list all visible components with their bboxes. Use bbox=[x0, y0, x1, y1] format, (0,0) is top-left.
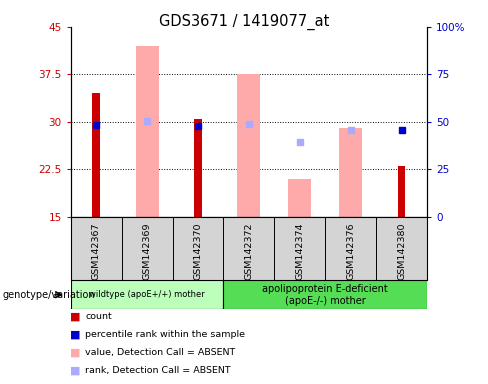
Bar bbox=[398, 166, 406, 217]
Text: rank, Detection Call = ABSENT: rank, Detection Call = ABSENT bbox=[85, 366, 231, 376]
Text: GDS3671 / 1419077_at: GDS3671 / 1419077_at bbox=[159, 13, 329, 30]
Text: ■: ■ bbox=[70, 348, 81, 358]
Bar bbox=[238, 74, 260, 217]
Text: GSM142369: GSM142369 bbox=[142, 222, 152, 280]
Bar bbox=[288, 179, 311, 217]
Text: GSM142372: GSM142372 bbox=[244, 222, 253, 280]
Text: GSM142374: GSM142374 bbox=[295, 222, 305, 280]
Text: GSM142370: GSM142370 bbox=[193, 222, 203, 280]
Text: percentile rank within the sample: percentile rank within the sample bbox=[85, 330, 245, 339]
Text: value, Detection Call = ABSENT: value, Detection Call = ABSENT bbox=[85, 348, 236, 358]
Text: ■: ■ bbox=[70, 312, 81, 322]
Bar bbox=[136, 46, 159, 217]
Text: GSM142376: GSM142376 bbox=[346, 222, 355, 280]
Bar bbox=[224, 280, 427, 309]
Text: ■: ■ bbox=[70, 330, 81, 340]
Text: ■: ■ bbox=[70, 366, 81, 376]
Text: count: count bbox=[85, 312, 112, 321]
Bar bbox=[194, 119, 202, 217]
Text: genotype/variation: genotype/variation bbox=[2, 290, 95, 300]
Text: GSM142367: GSM142367 bbox=[92, 222, 101, 280]
Text: apolipoprotein E-deficient
(apoE-/-) mother: apolipoprotein E-deficient (apoE-/-) mot… bbox=[263, 283, 388, 306]
Bar bbox=[339, 128, 362, 217]
Bar bbox=[71, 280, 224, 309]
Text: wildtype (apoE+/+) mother: wildtype (apoE+/+) mother bbox=[89, 290, 205, 299]
Bar bbox=[92, 93, 100, 217]
Text: GSM142380: GSM142380 bbox=[397, 222, 406, 280]
